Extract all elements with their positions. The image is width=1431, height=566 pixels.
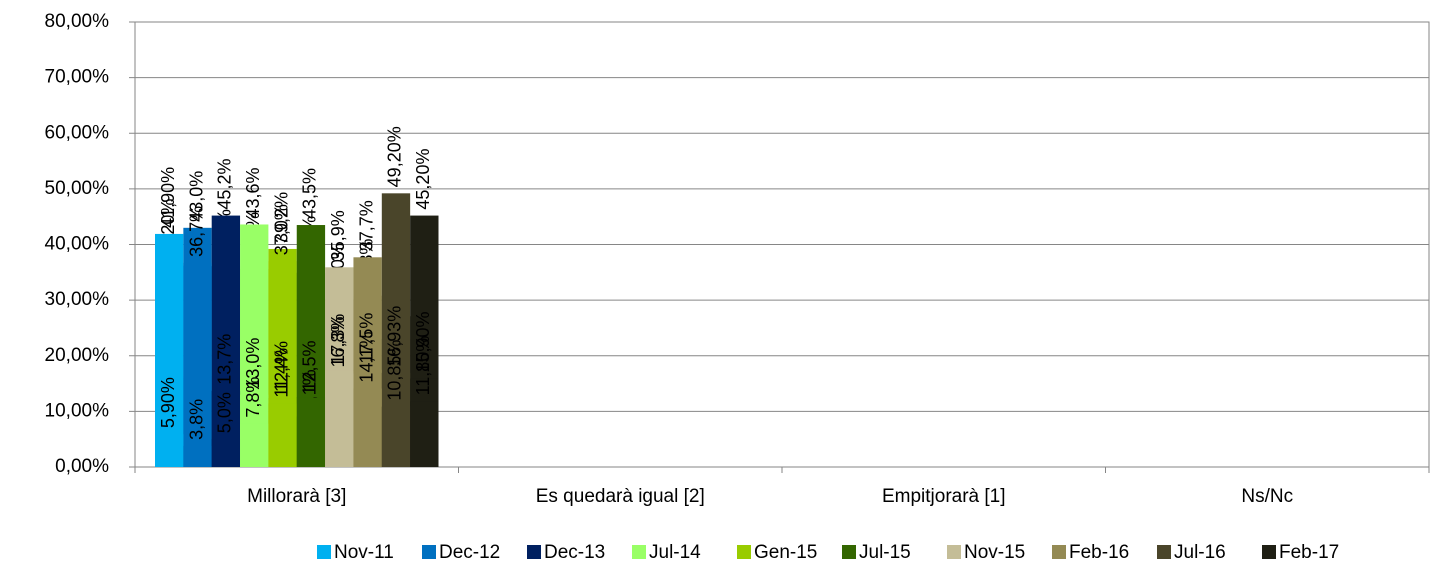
bar xyxy=(155,233,184,467)
value-label: 17,3% xyxy=(328,314,348,365)
value-label: 11,4% xyxy=(271,348,291,398)
bar xyxy=(183,262,212,467)
legend-label: Feb-17 xyxy=(1279,542,1339,563)
value-label: 37,7% xyxy=(356,200,376,251)
bar xyxy=(211,439,241,467)
value-label: 43,6% xyxy=(243,167,263,218)
x-tick-label: Empitjorarà [1] xyxy=(882,486,1006,507)
value-label: 41,90% xyxy=(158,167,178,228)
y-tick-label: 80,00% xyxy=(45,11,110,32)
legend-swatch xyxy=(422,545,436,559)
y-tick-label: 60,00% xyxy=(45,122,110,143)
legend-swatch xyxy=(632,545,646,559)
value-label: 14,1% xyxy=(356,332,376,383)
value-label: 13,0% xyxy=(243,338,263,389)
value-label: 7,8% xyxy=(243,377,263,418)
value-label: 12,4% xyxy=(271,341,291,392)
x-tick-label: Millorarà [3] xyxy=(247,486,346,507)
value-label: 37,0% xyxy=(271,204,291,255)
value-label: 43,0% xyxy=(186,171,206,222)
value-label: 12,5% xyxy=(300,340,320,391)
legend-swatch xyxy=(947,545,961,559)
legend-label: Jul-15 xyxy=(859,542,911,563)
legend-swatch xyxy=(1262,545,1276,559)
value-label: 16,93% xyxy=(385,306,405,367)
legend-label: Gen-15 xyxy=(754,542,817,563)
legend-label: Jul-16 xyxy=(1174,542,1226,563)
bar xyxy=(155,434,184,467)
value-label: 45,2% xyxy=(215,159,235,210)
legend-label: Feb-16 xyxy=(1069,542,1129,563)
legend-swatch xyxy=(317,545,331,559)
value-label: 13,7% xyxy=(215,334,235,385)
value-label: 5,90% xyxy=(158,377,178,428)
legend-label: Dec-12 xyxy=(439,542,500,563)
legend-swatch xyxy=(1052,545,1066,559)
legend-swatch xyxy=(842,545,856,559)
y-tick-label: 50,00% xyxy=(45,178,110,199)
bar xyxy=(268,403,297,467)
y-tick-label: 20,00% xyxy=(45,345,110,366)
value-label: 35,9% xyxy=(328,210,348,261)
value-label: 10,85% xyxy=(385,340,405,401)
value-label: 15,90% xyxy=(413,311,433,372)
value-label: 43,5% xyxy=(300,168,320,219)
value-label: 45,20% xyxy=(413,149,433,210)
value-label: 39,2% xyxy=(271,192,291,243)
y-tick-label: 40,00% xyxy=(45,234,110,255)
bar xyxy=(325,373,354,467)
bar xyxy=(240,423,269,467)
y-tick-label: 70,00% xyxy=(45,67,110,88)
y-tick-label: 10,00% xyxy=(45,400,110,421)
legend-label: Nov-11 xyxy=(334,542,394,563)
value-label: 17,5% xyxy=(356,313,376,364)
legend-label: Dec-13 xyxy=(544,542,605,563)
x-tick-label: Es quedarà igual [2] xyxy=(536,486,705,507)
value-label: 16,8% xyxy=(328,317,348,368)
value-label: 5,0% xyxy=(215,392,235,433)
bar xyxy=(381,406,411,467)
y-tick-label: 30,00% xyxy=(45,289,110,310)
bar xyxy=(410,401,439,467)
legend-label: Jul-14 xyxy=(649,542,701,563)
legend-swatch xyxy=(1157,545,1171,559)
bar xyxy=(353,388,382,467)
value-label: 36,7% xyxy=(186,206,206,257)
legend-swatch xyxy=(527,545,541,559)
y-tick-label: 0,00% xyxy=(55,456,109,477)
bar xyxy=(183,445,212,467)
legend-label: Nov-15 xyxy=(964,542,1025,563)
value-label: 3,8% xyxy=(186,399,206,440)
value-label: 49,20% xyxy=(385,126,405,187)
x-tick-label: Ns/Nc xyxy=(1241,486,1293,507)
value-label: 11,80% xyxy=(413,336,433,396)
legend-swatch xyxy=(737,545,751,559)
bar xyxy=(296,397,326,467)
